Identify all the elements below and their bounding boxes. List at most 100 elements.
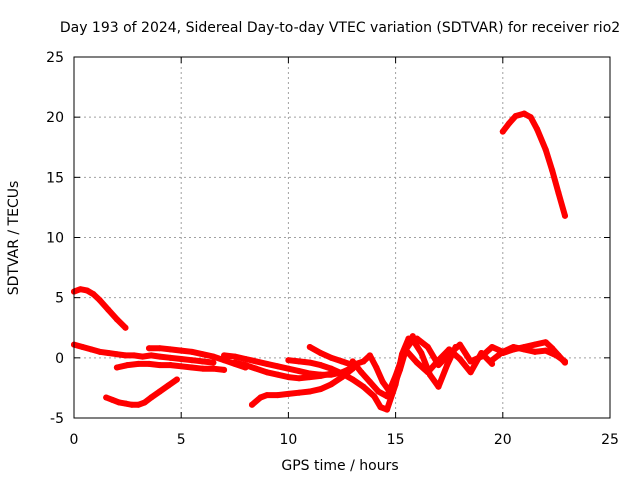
data-point bbox=[456, 341, 463, 348]
data-point bbox=[489, 344, 496, 351]
data-point bbox=[446, 351, 453, 358]
data-point bbox=[285, 374, 292, 381]
data-point bbox=[358, 369, 365, 376]
series-line bbox=[231, 359, 335, 382]
data-point bbox=[231, 359, 238, 366]
data-point bbox=[366, 352, 373, 359]
data-point bbox=[317, 386, 324, 393]
series-arc-low-early bbox=[103, 376, 180, 408]
data-point bbox=[105, 306, 112, 313]
data-point bbox=[373, 364, 380, 371]
x-tick-label: 10 bbox=[279, 432, 297, 448]
data-point bbox=[328, 365, 335, 372]
data-point bbox=[274, 371, 281, 378]
data-point bbox=[188, 364, 195, 371]
series-arc-late-high bbox=[499, 110, 568, 219]
data-point bbox=[317, 350, 324, 357]
data-point bbox=[253, 365, 260, 372]
data-point bbox=[242, 362, 249, 369]
data-point bbox=[549, 167, 556, 174]
data-point bbox=[349, 358, 356, 365]
x-tick-label: 20 bbox=[494, 432, 512, 448]
data-point bbox=[135, 401, 142, 408]
data-point bbox=[113, 364, 120, 371]
data-point bbox=[296, 389, 303, 396]
data-point bbox=[96, 297, 103, 304]
data-point bbox=[113, 351, 120, 358]
data-point bbox=[317, 372, 324, 379]
data-point bbox=[146, 360, 153, 367]
data-point bbox=[542, 146, 549, 153]
data-point bbox=[199, 358, 206, 365]
data-point bbox=[360, 358, 367, 365]
data-point bbox=[124, 362, 131, 369]
data-point bbox=[506, 120, 513, 127]
y-tick-label: 5 bbox=[55, 291, 64, 307]
data-point bbox=[122, 352, 129, 359]
data-point bbox=[146, 345, 153, 352]
data-point bbox=[188, 348, 195, 355]
data-point bbox=[210, 359, 217, 366]
data-point bbox=[456, 356, 463, 363]
data-point bbox=[542, 347, 549, 354]
data-point bbox=[253, 358, 260, 365]
data-point bbox=[478, 353, 485, 360]
data-point bbox=[116, 399, 123, 406]
data-point bbox=[263, 360, 270, 367]
data-point bbox=[414, 335, 421, 342]
data-point bbox=[178, 363, 185, 370]
data-point bbox=[418, 350, 425, 357]
series-arc-early-high bbox=[71, 286, 129, 331]
data-point bbox=[375, 388, 382, 395]
data-point bbox=[296, 358, 303, 365]
data-point bbox=[296, 368, 303, 375]
data-point bbox=[521, 110, 528, 117]
data-point bbox=[96, 348, 103, 355]
data-point bbox=[105, 350, 112, 357]
data-point bbox=[555, 189, 562, 196]
data-point bbox=[88, 346, 95, 353]
data-point bbox=[306, 388, 313, 395]
data-point bbox=[263, 369, 270, 376]
data-point bbox=[467, 369, 474, 376]
data-point bbox=[339, 358, 345, 365]
chart-title: Day 193 of 2024, Sidereal Day-to-day VTE… bbox=[60, 20, 620, 36]
data-point bbox=[210, 365, 217, 372]
data-point bbox=[178, 347, 185, 354]
data-point bbox=[148, 352, 155, 359]
data-point bbox=[306, 359, 313, 366]
data-point bbox=[414, 359, 421, 366]
data-point bbox=[371, 393, 378, 400]
data-point bbox=[377, 404, 384, 411]
data-point bbox=[242, 356, 249, 363]
data-point bbox=[489, 357, 496, 364]
y-axis-label: SDTVAR / TECUs bbox=[6, 181, 22, 296]
data-point bbox=[360, 383, 367, 390]
data-point bbox=[499, 348, 506, 355]
data-point bbox=[199, 365, 206, 372]
data-point bbox=[231, 353, 238, 360]
data-point bbox=[274, 392, 281, 399]
y-tick-label: -5 bbox=[50, 411, 64, 427]
data-point bbox=[210, 353, 217, 360]
x-tick-label: 25 bbox=[601, 432, 619, 448]
data-point bbox=[128, 401, 135, 408]
data-point bbox=[553, 352, 560, 359]
data-point bbox=[499, 128, 506, 135]
data-point bbox=[103, 394, 110, 401]
data-point bbox=[521, 346, 528, 353]
data-point bbox=[328, 381, 335, 388]
data-point bbox=[274, 363, 281, 370]
series-arc-low-mid bbox=[248, 365, 356, 408]
data-point bbox=[139, 353, 146, 360]
x-tick-label: 0 bbox=[70, 432, 79, 448]
data-point bbox=[263, 392, 270, 399]
data-point bbox=[167, 354, 174, 361]
data-point bbox=[328, 354, 335, 361]
data-point bbox=[188, 357, 195, 364]
data-point bbox=[122, 324, 129, 331]
data-point bbox=[113, 316, 120, 323]
data-point bbox=[444, 362, 451, 369]
data-point bbox=[173, 376, 180, 383]
